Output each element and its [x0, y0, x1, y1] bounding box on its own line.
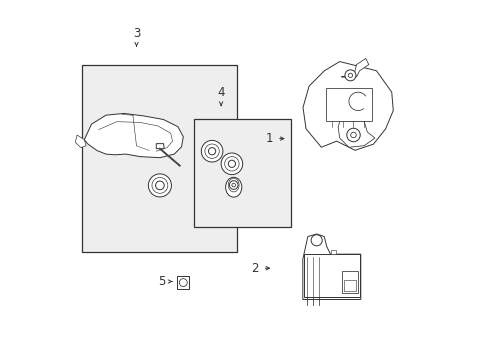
Circle shape [229, 181, 238, 189]
Polygon shape [341, 59, 368, 77]
Circle shape [152, 177, 167, 193]
Circle shape [148, 174, 171, 197]
Circle shape [221, 153, 242, 175]
Circle shape [350, 132, 356, 138]
Ellipse shape [228, 178, 239, 192]
Text: 1: 1 [265, 132, 273, 145]
Circle shape [224, 157, 239, 171]
Circle shape [231, 183, 235, 187]
Polygon shape [177, 276, 189, 289]
Text: 2: 2 [251, 262, 258, 275]
Bar [341, 271, 358, 293]
Polygon shape [302, 234, 360, 300]
Circle shape [204, 144, 219, 158]
Bar [304, 254, 359, 297]
Circle shape [346, 128, 360, 142]
Bar [325, 87, 371, 121]
Bar [194, 119, 291, 227]
Text: 3: 3 [133, 27, 140, 40]
Polygon shape [75, 135, 86, 148]
Polygon shape [330, 251, 335, 254]
Polygon shape [156, 144, 164, 149]
Circle shape [208, 148, 215, 155]
Ellipse shape [225, 177, 241, 197]
Bar [343, 280, 356, 292]
Circle shape [201, 140, 223, 162]
Text: 5: 5 [158, 275, 165, 288]
Polygon shape [303, 62, 392, 150]
Bar [82, 65, 237, 252]
Circle shape [179, 279, 187, 287]
Circle shape [155, 181, 164, 190]
Circle shape [347, 73, 352, 77]
Circle shape [310, 235, 322, 246]
Circle shape [344, 70, 355, 81]
Polygon shape [84, 113, 183, 158]
Polygon shape [338, 121, 374, 147]
Circle shape [228, 160, 235, 167]
Text: 4: 4 [217, 86, 224, 99]
